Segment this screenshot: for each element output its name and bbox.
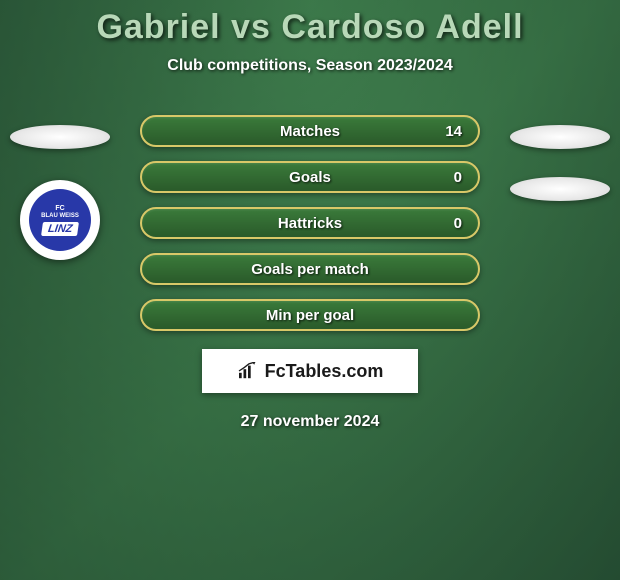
page-title: Gabriel vs Cardoso Adell (0, 8, 620, 47)
chart-icon (237, 362, 259, 380)
stat-value: 0 (454, 169, 462, 186)
stat-label: Matches (280, 123, 340, 140)
stat-pill-goals-per-match: Goals per match (140, 253, 480, 285)
main-content: Gabriel vs Cardoso Adell Club competitio… (0, 0, 620, 431)
stat-label: Min per goal (266, 307, 354, 324)
stat-pill-matches: Matches 14 (140, 115, 480, 147)
stat-row: Goals per match (0, 253, 620, 285)
stat-value: 0 (454, 215, 462, 232)
stat-row: Goals 0 (0, 161, 620, 193)
branding-box[interactable]: FcTables.com (202, 349, 418, 393)
stat-label: Goals per match (251, 261, 369, 278)
stat-pill-hattricks: Hattricks 0 (140, 207, 480, 239)
stat-row: Hattricks 0 (0, 207, 620, 239)
stat-row: Min per goal (0, 299, 620, 331)
footer-date: 27 november 2024 (0, 413, 620, 431)
stat-row: Matches 14 (0, 115, 620, 147)
branding-text: FcTables.com (265, 361, 384, 382)
page-subtitle: Club competitions, Season 2023/2024 (0, 57, 620, 75)
stat-label: Goals (289, 169, 331, 186)
stat-value: 14 (445, 123, 462, 140)
stat-pill-min-per-goal: Min per goal (140, 299, 480, 331)
stat-label: Hattricks (278, 215, 342, 232)
stats-container: Matches 14 Goals 0 Hattricks 0 Goals per… (0, 115, 620, 331)
stat-pill-goals: Goals 0 (140, 161, 480, 193)
